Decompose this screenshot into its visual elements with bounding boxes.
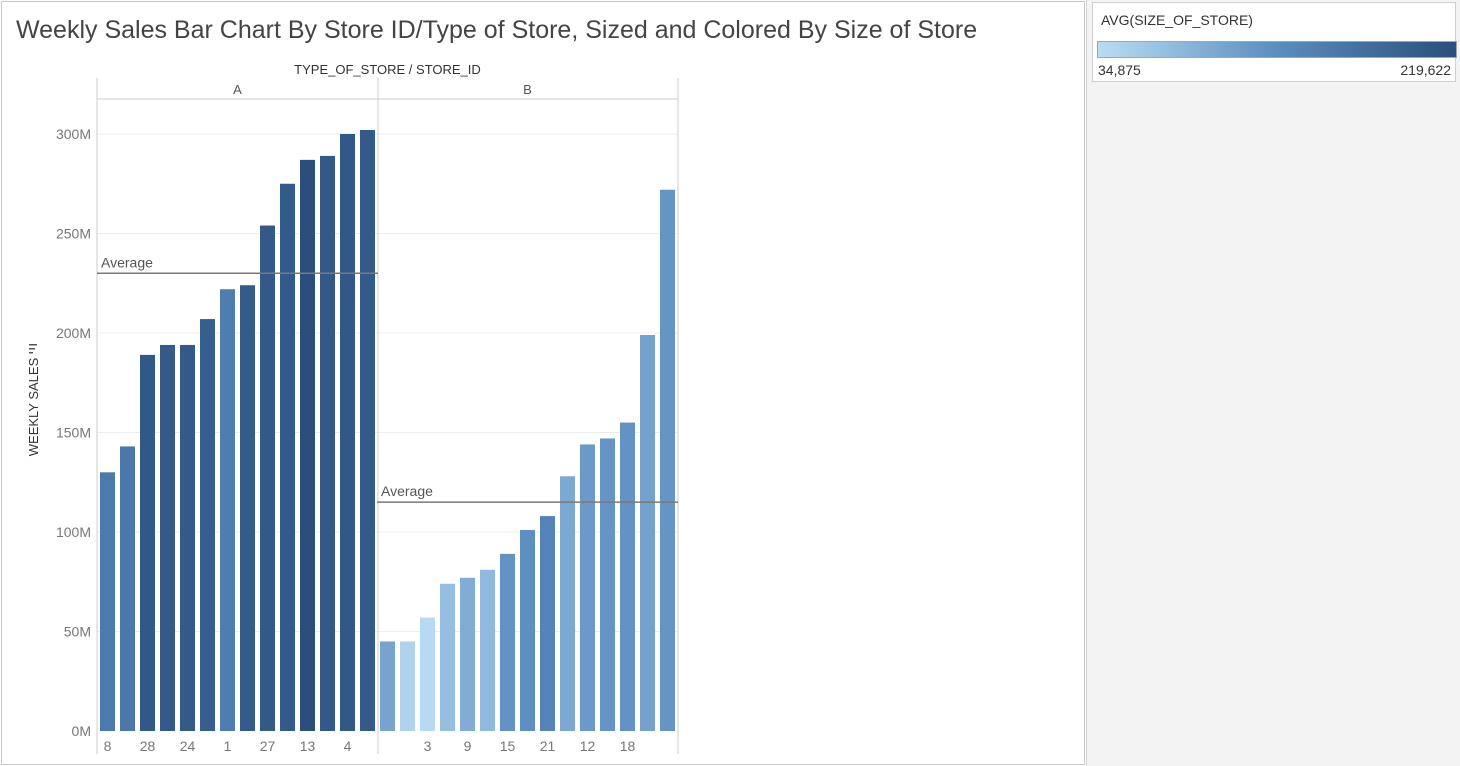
column-header-title: TYPE_OF_STORE / STORE_ID (294, 62, 481, 77)
x-tick-label: 13 (300, 738, 316, 754)
bar[interactable] (560, 476, 575, 731)
legend-color-ramp (1097, 41, 1457, 58)
chart-title: Weekly Sales Bar Chart By Store ID/Type … (16, 16, 978, 44)
y-tick-label: 300M (56, 126, 91, 142)
bar[interactable] (480, 569, 495, 731)
bar-chart[interactable]: TYPE_OF_STORE / STORE_ID A B 0M 50M 100M 150M 2… (2, 2, 1084, 764)
bar[interactable] (260, 225, 275, 732)
x-tick-label: 1 (224, 738, 232, 754)
bar[interactable] (360, 130, 375, 731)
viz-frame: Weekly Sales Bar Chart By Store ID/Type … (1, 1, 1085, 765)
bar[interactable] (100, 472, 115, 731)
average-label: Average (381, 483, 433, 499)
x-tick-label: 12 (580, 738, 596, 754)
sort-descending-icon (29, 352, 33, 354)
bar[interactable] (580, 444, 595, 731)
bar[interactable] (300, 159, 315, 731)
x-tick-label: 28 (140, 738, 156, 754)
x-tick-label: 27 (260, 738, 276, 754)
right-panel: AVG(SIZE_OF_STORE) 34,875 219,622 (1086, 0, 1460, 766)
y-tick-label: 50M (64, 624, 91, 640)
bar[interactable] (180, 344, 195, 731)
y-axis-title: WEEKLY SALES (26, 357, 41, 456)
legend-min-label: 34,875 (1098, 62, 1141, 78)
color-legend[interactable]: AVG(SIZE_OF_STORE) 34,875 219,622 (1092, 2, 1457, 82)
y-tick-label: 100M (56, 524, 91, 540)
bar[interactable] (500, 553, 515, 731)
pane-header-a: A (233, 82, 242, 97)
bar[interactable] (420, 617, 435, 731)
bar[interactable] (380, 641, 395, 731)
bar[interactable] (120, 446, 135, 731)
sort-icon-bar (29, 348, 35, 350)
bar[interactable] (660, 189, 675, 732)
bar[interactable] (600, 438, 615, 731)
x-tick-label: 18 (620, 738, 636, 754)
average-label: Average (101, 254, 153, 270)
bar[interactable] (280, 183, 295, 731)
bar[interactable] (320, 155, 335, 731)
x-tick-label: 8 (104, 738, 112, 754)
pane-header-b: B (523, 82, 532, 97)
y-tick-label: 250M (56, 226, 91, 242)
x-tick-label: 24 (180, 738, 196, 754)
bar[interactable] (440, 583, 455, 731)
x-tick-label: 3 (424, 738, 432, 754)
x-tick-label: 15 (500, 738, 516, 754)
y-tick-label: 200M (56, 325, 91, 341)
bar[interactable] (160, 344, 175, 731)
bar[interactable] (640, 334, 655, 731)
bar[interactable] (220, 289, 235, 731)
bar[interactable] (620, 422, 635, 731)
x-tick-label: 9 (464, 738, 472, 754)
legend-max-label: 219,622 (1400, 62, 1451, 78)
bar[interactable] (200, 319, 215, 731)
x-tick-label: 21 (540, 738, 556, 754)
bar[interactable] (460, 577, 475, 731)
y-tick-label: 150M (56, 425, 91, 441)
bar[interactable] (540, 516, 555, 731)
y-tick-label: 0M (72, 723, 91, 739)
x-tick-label: 4 (344, 738, 352, 754)
sort-icon-bar (29, 344, 37, 346)
bar[interactable] (520, 530, 535, 731)
legend-title: AVG(SIZE_OF_STORE) (1101, 12, 1253, 28)
bar[interactable] (140, 354, 155, 731)
bar[interactable] (400, 641, 415, 731)
bar[interactable] (240, 285, 255, 731)
bar[interactable] (340, 134, 355, 731)
